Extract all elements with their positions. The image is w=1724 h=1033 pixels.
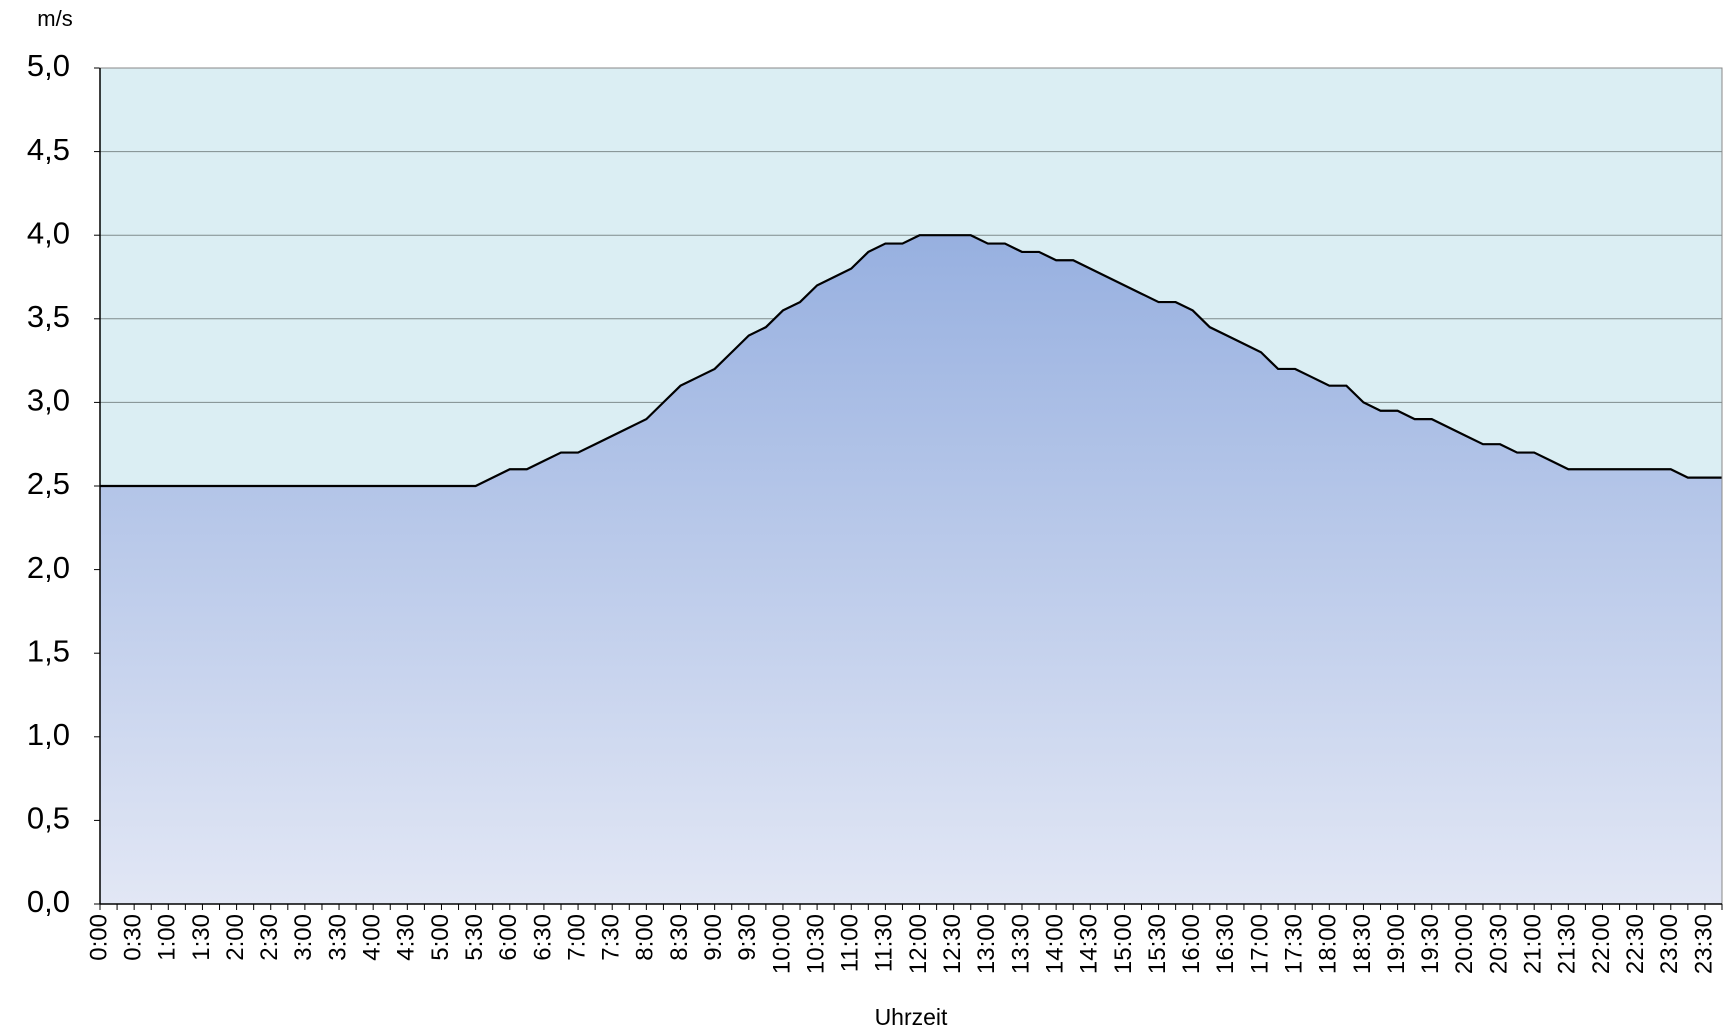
x-tick-label: 11:00 [837, 914, 864, 972]
x-tick-label: 22:00 [1588, 914, 1615, 974]
x-tick-label: 0:30 [119, 914, 146, 961]
x-tick-label: 14:00 [1041, 914, 1068, 974]
x-tick-label: 8:00 [632, 914, 659, 961]
x-tick-label: 12:30 [939, 914, 966, 974]
x-tick-label: 20:00 [1451, 914, 1478, 974]
x-tick-label: 18:30 [1349, 914, 1376, 974]
x-tick-label: 8:30 [666, 914, 693, 961]
x-tick-label: 23:30 [1690, 914, 1717, 974]
x-tick-label: 21:30 [1554, 914, 1581, 974]
x-tick-label: 10:30 [802, 914, 829, 974]
x-tick-label: 7:30 [598, 914, 625, 961]
x-tick-label: 15:00 [1110, 914, 1137, 974]
x-tick-label: 19:00 [1383, 914, 1410, 974]
y-tick-label: 2,5 [27, 466, 70, 501]
x-tick-label: 10:00 [768, 914, 795, 974]
y-tick-label: 0,0 [27, 884, 70, 919]
x-tick-label: 12:00 [905, 914, 932, 974]
x-tick-label: 20:30 [1485, 914, 1512, 974]
y-tick-label: 0,5 [27, 801, 70, 836]
x-tick-label: 0:00 [85, 914, 112, 961]
y-tick-label: 4,0 [27, 215, 70, 250]
x-tick-label: 6:00 [495, 914, 522, 961]
x-tick-label: 13:00 [973, 914, 1000, 974]
y-tick-label: 1,0 [27, 717, 70, 752]
x-tick-label: 2:30 [256, 914, 283, 961]
x-tick-label: 4:00 [359, 914, 386, 961]
y-tick-label: 5,0 [27, 48, 70, 83]
y-tick-label: 3,0 [27, 383, 70, 418]
x-tick-label: 3:00 [290, 914, 317, 961]
x-tick-label: 5:00 [427, 914, 454, 961]
y-tick-label: 2,0 [27, 550, 70, 585]
x-axis-title: Uhrzeit [875, 1004, 948, 1030]
x-tick-label: 5:30 [461, 914, 488, 961]
x-tick-label: 17:00 [1246, 914, 1273, 974]
x-tick-label: 6:30 [529, 914, 556, 961]
x-tick-label: 2:00 [222, 914, 249, 961]
y-tick-label: 1,5 [27, 633, 70, 668]
y-tick-label: 3,5 [27, 299, 70, 334]
x-tick-label: 23:00 [1656, 914, 1683, 974]
x-tick-label: 18:00 [1315, 914, 1342, 974]
x-tick-label: 9:00 [700, 914, 727, 961]
x-tick-label: 17:30 [1281, 914, 1308, 974]
y-tick-label: 4,5 [27, 132, 70, 167]
x-tick-label: 13:30 [1007, 914, 1034, 974]
area [100, 235, 1722, 904]
x-tick-label: 14:30 [1076, 914, 1103, 974]
x-tick-label: 1:30 [188, 914, 215, 961]
x-tick-label: 15:30 [1144, 914, 1171, 974]
x-tick-label: 16:00 [1178, 914, 1205, 974]
x-tick-label: 7:00 [563, 914, 590, 961]
y-unit: m/s [37, 6, 72, 31]
area-line [100, 234, 1722, 488]
x-tick-label: 21:00 [1520, 914, 1547, 974]
x-tick-label: 22:30 [1622, 914, 1649, 974]
x-tick-label: 3:30 [324, 914, 351, 961]
x-tick-label: 9:30 [734, 914, 761, 961]
x-tick-label: 11:30 [871, 914, 898, 972]
x-tick-label: 16:30 [1212, 914, 1239, 974]
x-tick-label: 4:30 [393, 914, 420, 961]
x-tick-label: 19:30 [1417, 914, 1444, 974]
x-tick-label: 1:00 [154, 914, 181, 961]
